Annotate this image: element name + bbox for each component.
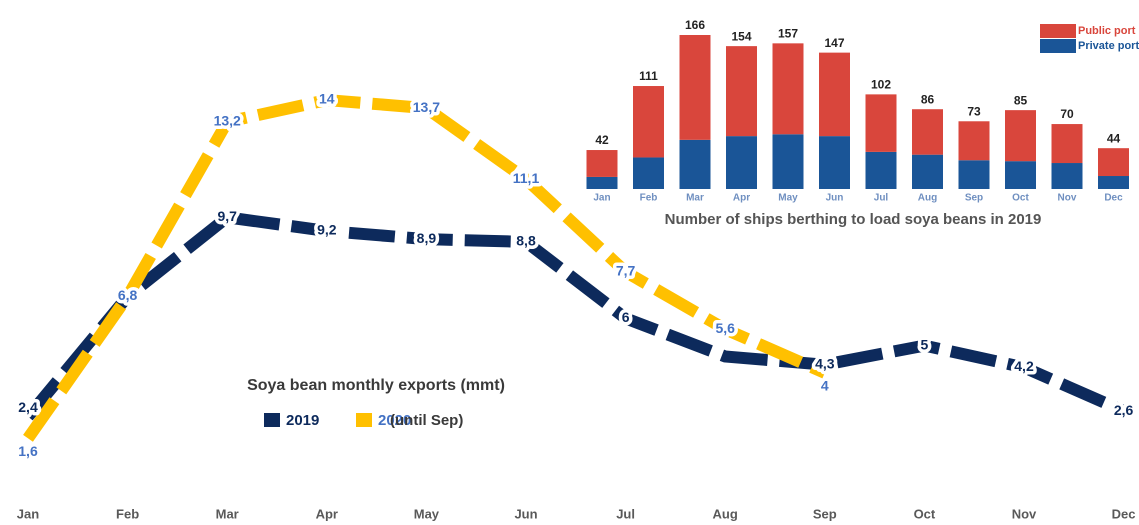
total-label: 154	[731, 29, 751, 43]
total-label: 111	[639, 69, 658, 83]
data-label: 4	[821, 378, 829, 394]
bar-segment	[912, 109, 943, 155]
bar-segment	[912, 154, 943, 189]
bar-segment	[819, 136, 850, 189]
bar-segment	[1098, 148, 1129, 177]
bar-segment	[958, 121, 990, 161]
total-label: 166	[685, 18, 705, 32]
x-tick-label: May	[778, 193, 798, 204]
bar-segment	[633, 86, 664, 158]
data-label: 2,4	[18, 399, 38, 415]
bar-segment	[1051, 163, 1083, 189]
legend-label: 2019	[286, 412, 319, 429]
bar-segment	[772, 43, 804, 135]
x-tick-label: Aug	[918, 193, 937, 204]
total-label: 44	[1107, 131, 1121, 145]
chart-title: Soya bean monthly exports (mmt)	[247, 377, 505, 394]
data-label: 11,1	[513, 170, 540, 186]
legend-swatch	[1040, 24, 1076, 38]
x-tick-label: Nov	[1012, 506, 1037, 521]
data-label: 6	[622, 309, 630, 325]
bar-segment	[1051, 124, 1083, 164]
x-tick-label: Mar	[216, 506, 239, 521]
legend-swatch	[1040, 39, 1076, 53]
data-label: 8,9	[417, 230, 437, 246]
data-label: 2,6	[1114, 402, 1134, 418]
data-label: 5,6	[715, 320, 735, 336]
x-tick-label: Aug	[713, 506, 738, 521]
data-label: 1,6	[18, 443, 38, 459]
bar-segment	[633, 157, 664, 189]
x-tick-label: Oct	[914, 506, 936, 521]
bar-segment	[819, 52, 850, 137]
x-tick-label: Oct	[1012, 193, 1029, 204]
data-label: 4,2	[1014, 358, 1034, 374]
x-tick-label: Sep	[813, 506, 837, 521]
bar-segment	[679, 139, 711, 189]
data-label: 8,8	[516, 233, 536, 249]
total-label: 85	[1014, 93, 1028, 107]
bar-segment	[865, 94, 897, 152]
x-tick-label: Jun	[826, 193, 844, 204]
legend-swatch	[264, 413, 280, 427]
legend-label: 2020	[378, 412, 411, 429]
bar-segment	[726, 136, 757, 189]
data-label: 13,2	[214, 113, 241, 129]
bar-segment	[772, 134, 804, 189]
bar-segment	[1005, 161, 1036, 189]
bar-segment	[586, 176, 618, 189]
total-label: 157	[778, 27, 798, 41]
bar-segment	[1098, 176, 1129, 189]
series-line	[23, 211, 1127, 421]
bar-segment	[1005, 110, 1036, 162]
total-label: 70	[1060, 107, 1074, 121]
x-tick-label: Apr	[316, 506, 338, 521]
x-tick-label: Nov	[1058, 193, 1077, 204]
total-label: 73	[967, 104, 981, 118]
legend-label: Public port	[1078, 25, 1136, 37]
legend-label: Private port	[1078, 40, 1139, 52]
data-label: 5	[921, 336, 929, 352]
x-tick-label: Dec	[1104, 193, 1123, 204]
bar-segment	[586, 150, 618, 177]
total-label: 147	[824, 36, 844, 50]
x-tick-label: May	[414, 506, 440, 521]
x-tick-label: Apr	[733, 193, 750, 204]
x-tick-label: Jul	[874, 193, 889, 204]
legend-note: (until Sep)	[390, 412, 463, 429]
bar-segment	[679, 35, 711, 140]
total-label: 102	[871, 78, 891, 92]
x-tick-label: Mar	[686, 193, 704, 204]
bar-segment	[958, 160, 990, 189]
x-tick-label: Feb	[640, 193, 658, 204]
data-label: 9,2	[317, 222, 337, 238]
x-tick-label: Jun	[514, 506, 537, 521]
x-tick-label: Jul	[616, 506, 635, 521]
data-label: 13,7	[413, 99, 440, 115]
data-label: 14	[319, 91, 335, 107]
series-line	[23, 93, 828, 442]
total-label: 42	[595, 133, 609, 147]
x-tick-label: Dec	[1112, 506, 1136, 521]
data-label: 7,7	[616, 263, 636, 279]
inset-title: Number of ships berthing to load soya be…	[665, 211, 1042, 228]
x-tick-label: Jan	[17, 506, 39, 521]
bar-segment	[726, 46, 757, 137]
bar-segment	[865, 151, 897, 189]
legend-swatch	[356, 413, 372, 427]
x-tick-label: Jan	[593, 193, 610, 204]
data-label: 6,8	[118, 287, 138, 303]
x-tick-label: Feb	[116, 506, 139, 521]
data-label: 9,7	[217, 208, 237, 224]
x-tick-label: Sep	[965, 193, 983, 204]
data-label: 4,3	[815, 355, 835, 371]
total-label: 86	[921, 92, 935, 106]
